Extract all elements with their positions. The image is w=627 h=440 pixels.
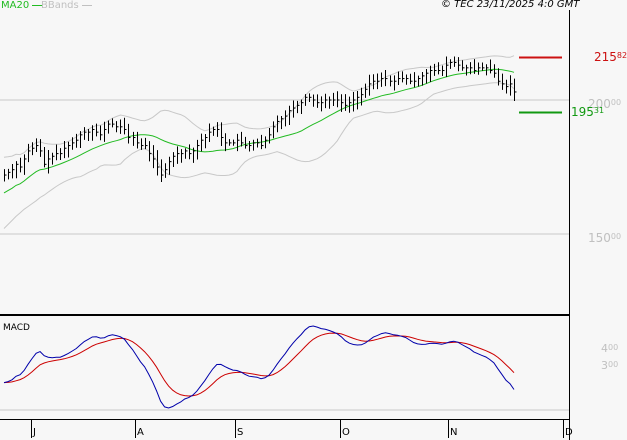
support-label: 19531 bbox=[571, 105, 605, 119]
macd-plot-area bbox=[0, 325, 569, 411]
price-label-150-dec: 00 bbox=[610, 232, 622, 241]
bband-upper bbox=[3, 55, 515, 158]
legend-bbands-swatch bbox=[81, 4, 92, 6]
price-label-200: 20000 bbox=[588, 97, 622, 111]
macd-label-400-int: 4 bbox=[601, 342, 608, 355]
support-label-int: 195 bbox=[571, 105, 594, 119]
month-label-d: D bbox=[565, 427, 573, 438]
bollinger-bands bbox=[3, 55, 515, 229]
price-label-150-int: 150 bbox=[588, 231, 611, 245]
legend-bbands: BBands bbox=[41, 1, 92, 11]
legend-ma20-swatch bbox=[32, 4, 43, 6]
legend-bbands-label: BBands bbox=[41, 0, 79, 11]
month-label-o: O bbox=[342, 427, 350, 438]
month-label-n: N bbox=[450, 427, 458, 438]
main-plot-area bbox=[0, 55, 569, 235]
macd-label-300-dec: 00 bbox=[608, 360, 619, 369]
macd-signal-line bbox=[3, 332, 515, 397]
legend-ma20-label: MA20 bbox=[1, 0, 30, 11]
ma20-path bbox=[3, 68, 515, 194]
ohlc-bars bbox=[4, 56, 517, 183]
resistance-label-int: 215 bbox=[594, 50, 617, 64]
resistance-label: 21582 bbox=[594, 50, 627, 64]
resistance-label-dec: 82 bbox=[616, 51, 627, 60]
macd-label-300: 300 bbox=[601, 359, 619, 372]
ma20-line bbox=[3, 68, 515, 194]
month-label-a: A bbox=[137, 427, 144, 438]
x-axis-ticks bbox=[31, 420, 564, 438]
macd-label-300-int: 3 bbox=[601, 359, 608, 372]
macd-label-400: 400 bbox=[601, 342, 619, 355]
support-label-dec: 31 bbox=[593, 106, 605, 115]
copyright-label: © TEC 23/11/2025 4:0 GMT bbox=[441, 0, 580, 10]
macd-label-400-dec: 00 bbox=[608, 343, 619, 352]
price-label-200-int: 200 bbox=[588, 97, 611, 111]
month-label-s: S bbox=[237, 427, 244, 438]
macd-title: MACD bbox=[3, 323, 30, 333]
legend-ma20: MA20 bbox=[1, 0, 43, 11]
price-label-200-dec: 00 bbox=[610, 98, 622, 107]
month-label-j: J bbox=[33, 427, 36, 438]
bband-lower bbox=[3, 82, 515, 229]
macd-line bbox=[3, 325, 515, 409]
price-label-150: 15000 bbox=[588, 231, 622, 245]
